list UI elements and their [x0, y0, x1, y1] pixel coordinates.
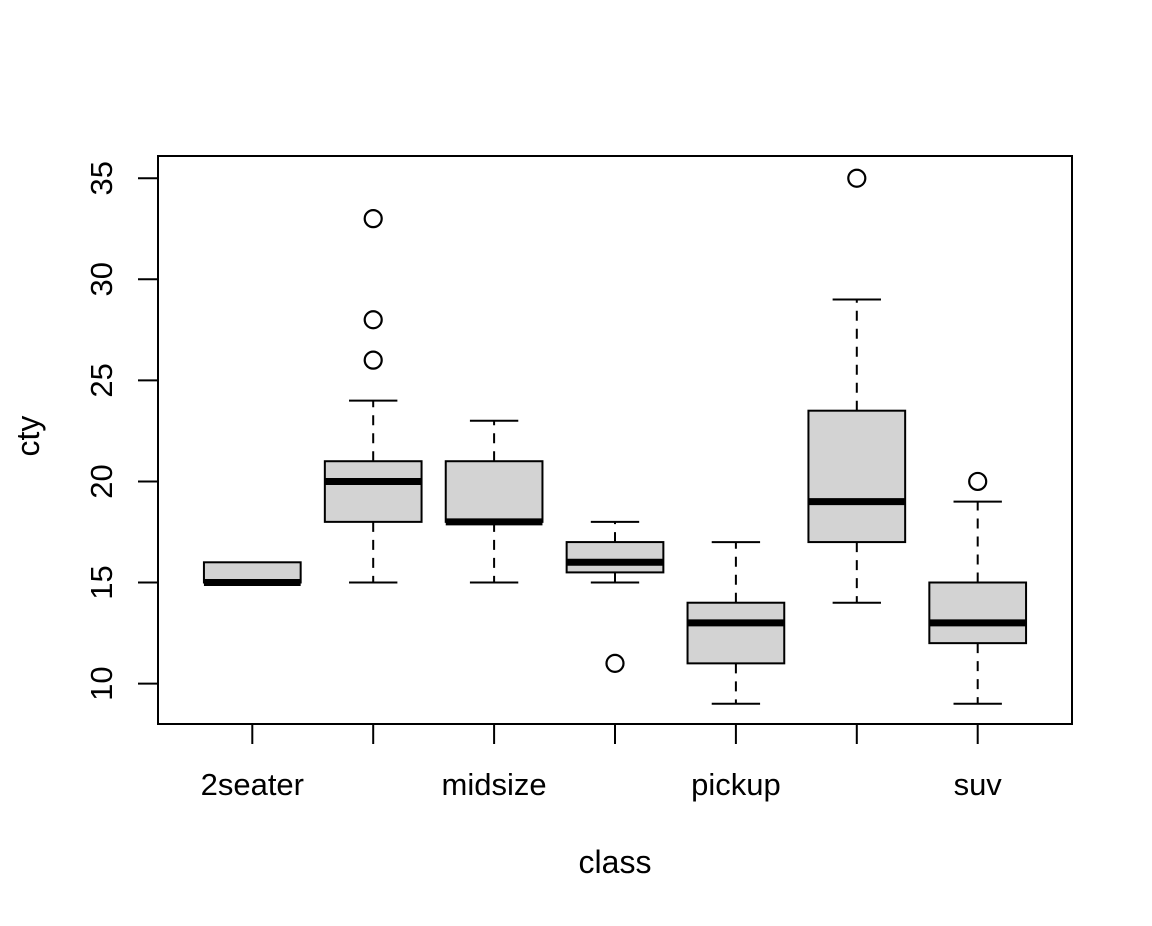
y-tick-label: 25: [84, 363, 119, 397]
y-tick-label: 35: [84, 161, 119, 195]
y-tick-label: 10: [84, 666, 119, 700]
iqr-box: [565, 541, 665, 574]
y-tick-label: 15: [84, 565, 119, 599]
outlier-point: [363, 350, 383, 370]
x-tick-label: midsize: [442, 767, 547, 802]
iqr-box: [928, 581, 1028, 645]
iqr-box: [686, 601, 786, 665]
outlier-point: [363, 209, 383, 229]
x-tick-label: suv: [954, 767, 1003, 802]
iqr-box: [444, 460, 544, 523]
y-tick-label: 20: [84, 464, 119, 498]
x-tick-label: pickup: [691, 767, 781, 802]
outlier-point: [847, 168, 867, 188]
outlier-point: [605, 653, 625, 673]
y-axis-title: cty: [10, 416, 46, 457]
outlier-point: [363, 310, 383, 330]
iqr-box: [807, 409, 907, 544]
y-tick-label: 30: [84, 262, 119, 296]
x-tick-label: 2seater: [201, 767, 304, 802]
plot-body: 10 15 20 25 30 35 2seater midsize pickup suv: [84, 155, 1073, 802]
iqr-box: [323, 460, 423, 523]
x-axis-title: class: [579, 844, 652, 880]
outlier-point: [968, 471, 988, 492]
